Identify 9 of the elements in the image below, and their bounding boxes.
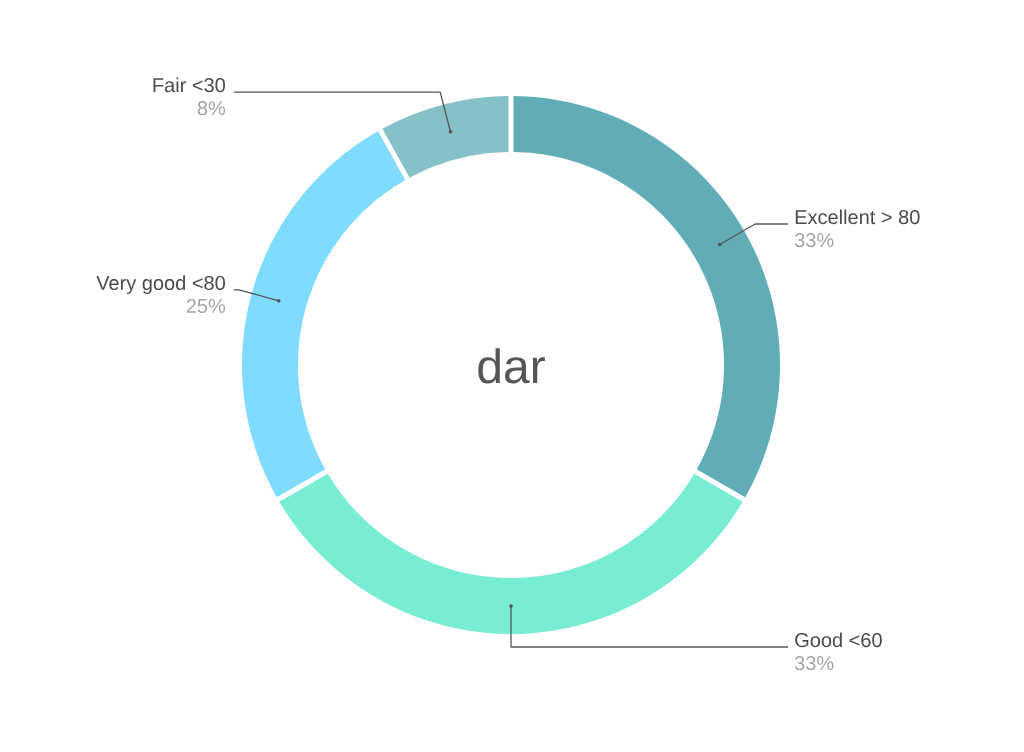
- slice-label: Excellent > 80: [795, 209, 920, 225]
- data-label: 8%: [197, 101, 226, 116]
- data-label: 33%: [794, 656, 834, 671]
- data-label: 25%: [186, 298, 226, 314]
- slice-label: Fair <30: [153, 77, 225, 93]
- slice-label: Good <60: [795, 632, 882, 648]
- text: dar: [478, 348, 545, 384]
- slice-label: Very good <80: [96, 275, 225, 294]
- data-label: 33%: [794, 233, 834, 248]
